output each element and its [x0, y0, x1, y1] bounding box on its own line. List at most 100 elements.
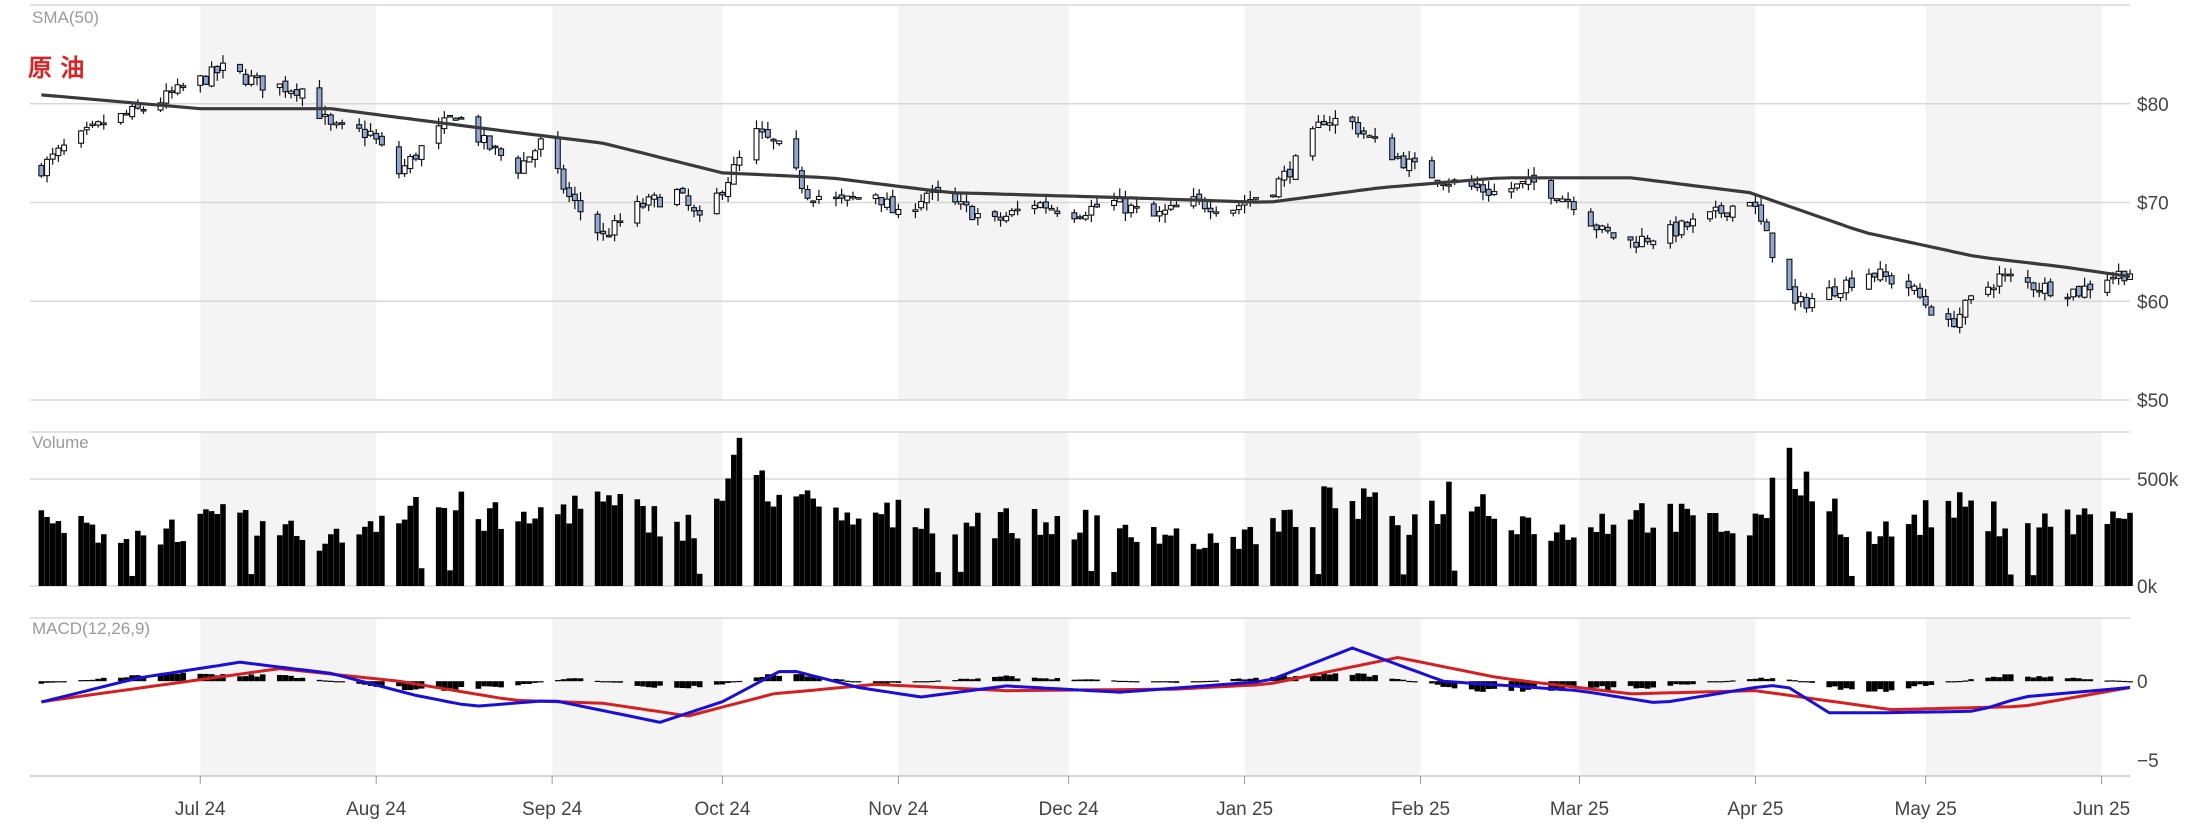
macd-histogram-bar: [316, 679, 323, 682]
candle: [1746, 201, 1753, 207]
candle: [140, 106, 147, 114]
candle-body: [1133, 206, 1140, 209]
candle: [1882, 263, 1889, 282]
candle-body: [1604, 226, 1611, 232]
candle: [49, 147, 56, 165]
macd-histogram-bar: [1917, 681, 1923, 685]
macd-histogram-bar: [1905, 681, 1912, 689]
candle: [1877, 261, 1884, 283]
candle: [696, 205, 703, 222]
volume-bar: [237, 512, 243, 586]
macd-histogram-bar: [1434, 681, 1441, 685]
macd-histogram-bar: [2047, 676, 2054, 682]
volume-bar: [1485, 516, 1492, 586]
candle: [123, 109, 130, 116]
candle: [1031, 200, 1038, 215]
candle: [832, 191, 839, 207]
candle: [1712, 200, 1719, 219]
macd-histogram-bar: [776, 675, 782, 682]
candle-body: [1054, 210, 1061, 215]
candle-body: [242, 73, 249, 85]
candle-body: [1076, 216, 1084, 219]
candle: [1962, 299, 1969, 325]
candle-body: [401, 165, 408, 175]
volume-bar: [923, 508, 930, 586]
volume-bar: [259, 521, 266, 586]
candle: [838, 188, 845, 204]
candle: [1508, 181, 1515, 199]
macd-histogram-bar: [600, 681, 607, 683]
volume-bar: [169, 519, 175, 586]
volume-bar: [526, 523, 533, 586]
volume-bar: [1071, 539, 1078, 586]
volume-bar: [878, 514, 885, 586]
volume-bar: [163, 528, 169, 586]
macd-histogram-bar: [1548, 681, 1554, 691]
candle-body: [339, 122, 346, 125]
candle: [1321, 114, 1328, 126]
volume-bar: [1275, 531, 1282, 586]
candle-body: [129, 105, 136, 118]
macd-histogram-bar: [1071, 679, 1078, 682]
candle-body: [299, 88, 306, 99]
macd-histogram-bar: [396, 681, 402, 687]
candle: [1269, 194, 1276, 198]
candle: [236, 63, 244, 74]
candle: [884, 192, 891, 211]
candle: [282, 76, 289, 98]
volume-bar: [316, 550, 323, 586]
axis-labels: Jul 24 Aug 24 Sep 24 Oct 24 Nov 24 Dec 24 Jan …: [175, 95, 2179, 820]
macd-histogram-bar: [1133, 681, 1140, 683]
candle: [1275, 176, 1282, 199]
candle-body: [378, 135, 385, 146]
macd-histogram-bar: [997, 676, 1004, 682]
macd-histogram-bar: [1173, 681, 1180, 683]
candle: [1332, 110, 1339, 134]
candle-body: [759, 128, 766, 133]
macd-histogram-bar: [1832, 681, 1838, 687]
candle: [770, 138, 777, 150]
volume-bar: [1826, 511, 1832, 586]
candle-body: [1627, 236, 1634, 241]
macd-histogram-bar: [1054, 677, 1061, 682]
macd-histogram-bar: [1673, 681, 1679, 685]
candle-body: [1519, 180, 1526, 185]
macd-histogram-bar: [339, 681, 345, 683]
macd-histogram-bar: [407, 681, 414, 691]
candle-body: [1122, 197, 1129, 214]
candle-body: [1599, 225, 1606, 230]
candle-body: [1706, 211, 1714, 220]
volume-bar: [884, 502, 890, 586]
volume-bar: [1678, 503, 1685, 586]
macd-histogram-bar: [617, 681, 624, 683]
volume-bar: [1054, 516, 1061, 586]
macd-histogram-bar: [884, 681, 890, 684]
month-shading: [200, 5, 2102, 776]
candle-body: [407, 156, 414, 170]
volume-bar: [288, 520, 294, 586]
candle: [1326, 116, 1333, 132]
macd-histogram-bar: [49, 681, 56, 683]
volume-bar: [498, 528, 504, 586]
candle-body: [356, 124, 363, 129]
candle: [651, 192, 658, 208]
macd-histogram-bar: [1451, 681, 1458, 689]
candle: [1111, 192, 1118, 211]
candle-body: [571, 193, 578, 202]
candle-body: [1689, 218, 1696, 227]
volume-bar: [1724, 530, 1730, 586]
candle: [2036, 282, 2043, 298]
candle-body: [1508, 188, 1515, 193]
candle: [963, 194, 970, 213]
volume-bar: [1803, 471, 1810, 586]
candle-body: [1587, 211, 1594, 227]
volume-bar: [322, 543, 328, 586]
volume-bar: [838, 520, 845, 586]
volume-bar: [293, 536, 300, 586]
volume-bar: [356, 534, 362, 586]
macd-histogram-bar: [1826, 681, 1832, 688]
volume-bar: [1644, 532, 1651, 586]
volume-bar: [657, 536, 663, 586]
macd-histogram-bar: [1911, 681, 1918, 687]
volume-bar: [197, 513, 204, 586]
